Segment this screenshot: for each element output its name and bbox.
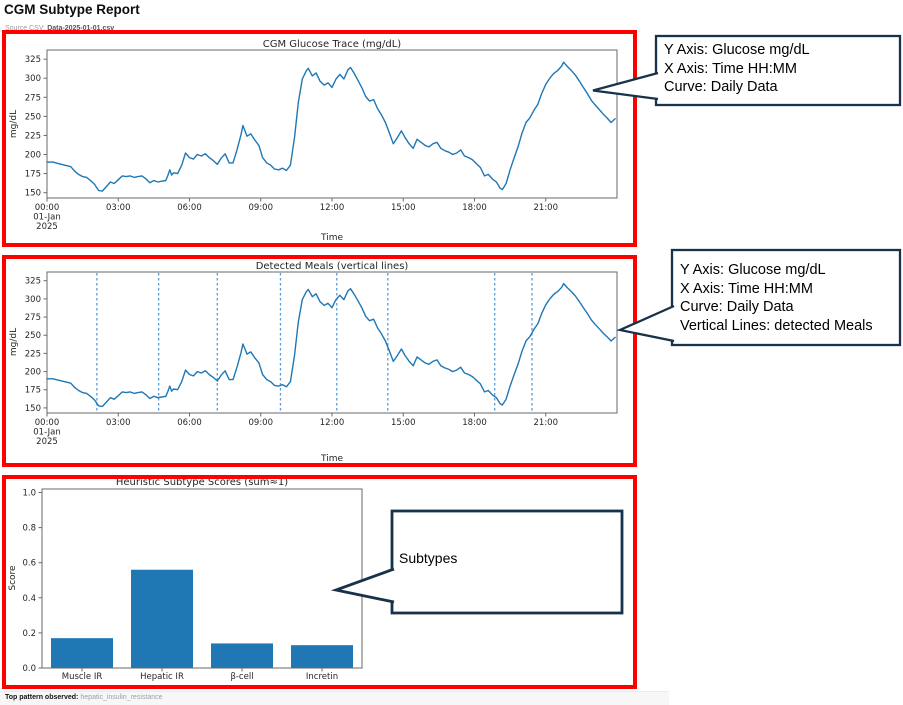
source-csv-line: Source CSV: Data-2025-01-01.csv (5, 25, 114, 32)
y-tick-label: 0.2 (22, 629, 36, 639)
x-axis-label: Time (320, 233, 343, 243)
y-axis-label: Score (8, 565, 18, 591)
x-tick-label: 18:00 (462, 418, 487, 428)
y-tick-label: 300 (25, 74, 41, 84)
annotation-line: Y Axis: Glucose mg/dL (664, 42, 810, 58)
y-tick-label: 250 (25, 112, 41, 122)
x-axis-label: Time (320, 454, 343, 464)
annotation-line: Curve: Daily Data (664, 79, 778, 95)
x-tick-label: 21:00 (534, 418, 559, 428)
annotation-line: Y Axis: Glucose mg/dL (680, 262, 826, 278)
callout-tail (616, 304, 675, 343)
glucose-curve (46, 282, 616, 408)
chart-title: CGM Glucose Trace (mg/dL) (263, 39, 402, 50)
y-axis-label: mg/dL (9, 328, 19, 356)
meals-annotation-callout: Y Axis: Glucose mg/dL X Axis: Time HH:MM… (680, 261, 873, 335)
x-tick-label: 06:00 (177, 203, 202, 213)
score-bar (291, 645, 353, 668)
annotation-line: Vertical Lines: detected Meals (680, 317, 873, 334)
subtypes-annotation-callout: Subtypes (399, 549, 457, 568)
y-tick-label: 0.6 (22, 559, 36, 569)
y-tick-label: 200 (25, 368, 41, 378)
y-tick-label: 225 (25, 349, 41, 359)
x-tick-label: 18:00 (462, 203, 487, 213)
chart-title: Heuristic Subtype Scores (sum≈1) (116, 477, 288, 488)
top-pattern-value: hepatic_insulin_resistance (80, 694, 163, 701)
glucose-trace-panel-border (2, 30, 637, 247)
annotation-line: X Axis: Time HH:MM (680, 280, 813, 297)
source-csv-value: Data-2025-01-01.csv (47, 25, 115, 32)
detected-meals-panel-border (2, 255, 637, 467)
x-tick-label: 00:00 (35, 418, 60, 428)
y-tick-label: 0.8 (22, 524, 36, 534)
plot-frame (41, 488, 363, 669)
y-axis-label: mg/dL (9, 110, 19, 138)
subtype-scores-panel-border (2, 475, 637, 689)
source-csv-label: Source CSV: (5, 25, 46, 32)
x-tick-label: 09:00 (249, 203, 274, 213)
annotation-line: Curve: Daily Data (680, 299, 794, 315)
y-tick-label: 150 (25, 404, 41, 414)
y-tick-label: 325 (25, 277, 41, 287)
category-label: β-cell (230, 672, 253, 682)
category-label: Hepatic IR (140, 672, 184, 682)
y-tick-label: 150 (25, 189, 41, 199)
annotation-line: X Axis: Time HH:MM (664, 60, 797, 77)
category-label: Muscle IR (62, 672, 103, 682)
y-tick-label: 0.4 (22, 594, 36, 604)
y-tick-label: 225 (25, 131, 41, 141)
glucose-curve (46, 61, 616, 192)
x-tick-label: 03:00 (106, 418, 131, 428)
callout-tail (330, 567, 395, 604)
y-tick-label: 1.0 (22, 489, 36, 499)
x-tick-label: 21:00 (534, 203, 559, 213)
callout-box (390, 509, 624, 615)
x-tick-label: 01-Jan (33, 213, 60, 223)
callout-box (654, 34, 902, 107)
x-tick-label: 00:00 (35, 203, 60, 213)
x-tick-label: 2025 (36, 437, 58, 447)
y-tick-label: 275 (25, 313, 41, 323)
x-tick-label: 06:00 (177, 418, 202, 428)
chart-title: Detected Meals (vertical lines) (256, 261, 409, 272)
y-tick-label: 0.0 (22, 664, 36, 674)
y-tick-label: 275 (25, 93, 41, 103)
x-tick-label: 15:00 (391, 418, 416, 428)
x-tick-label: 09:00 (249, 418, 274, 428)
x-tick-label: 15:00 (391, 203, 416, 213)
annotation-line: Subtypes (399, 550, 458, 566)
score-bar (131, 569, 193, 668)
callout-box (670, 248, 902, 347)
y-tick-label: 325 (25, 55, 41, 65)
y-tick-label: 300 (25, 295, 41, 305)
x-tick-label: 2025 (36, 222, 58, 232)
x-tick-label: 12:00 (320, 418, 345, 428)
category-label: Incretin (306, 672, 338, 682)
page-title: CGM Subtype Report (4, 2, 140, 17)
top-pattern-label: Top pattern observed: (5, 694, 79, 701)
callout-tail (592, 71, 659, 101)
x-tick-label: 12:00 (320, 203, 345, 213)
x-tick-label: 03:00 (106, 203, 131, 213)
x-tick-label: 01-Jan (33, 428, 60, 438)
y-tick-label: 200 (25, 151, 41, 161)
y-tick-label: 175 (25, 170, 41, 180)
y-tick-label: 175 (25, 386, 41, 396)
score-bar (211, 643, 273, 668)
footer-strip: Top pattern observed: hepatic_insulin_res… (0, 691, 669, 705)
trace-annotation-callout: Y Axis: Glucose mg/dL X Axis: Time HH:MM… (664, 41, 810, 97)
y-tick-label: 250 (25, 331, 41, 341)
score-bar (51, 638, 113, 668)
